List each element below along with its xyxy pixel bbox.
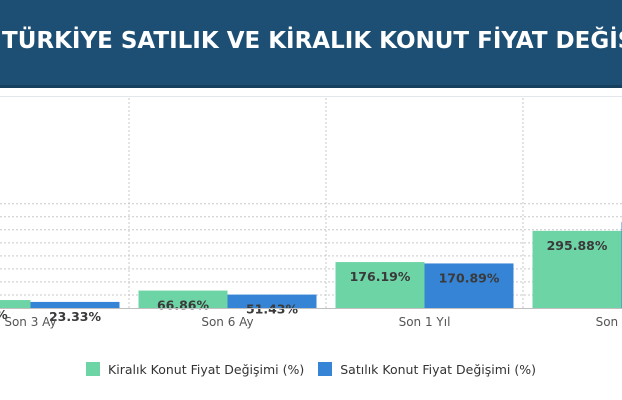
data-label: 295.88%	[547, 238, 608, 253]
data-label: 23.33%	[49, 309, 102, 324]
data-label: 170.89%	[439, 270, 500, 285]
bar-kiralik-0[interactable]	[0, 300, 31, 308]
title-band: TÜRKİYE SATILIK VE KİRALIK KONUT FİYAT D…	[0, 0, 622, 88]
bar-chart: 30.5% 66.86% 176.19% 295.88% 23.33% 51.43% 170…	[0, 98, 622, 329]
data-label: 66.86%	[157, 298, 210, 313]
data-label: 30.5%	[0, 307, 8, 322]
bar-satilik-0[interactable]	[30, 301, 120, 308]
legend-swatch-kiralik	[86, 362, 101, 376]
legend-item-satilik[interactable]: Satılık Konut Fiyat Değişimi (%)	[318, 362, 536, 377]
bar-kiralik-3[interactable]	[532, 230, 622, 308]
data-label: 176.19%	[350, 269, 411, 284]
legend-swatch-satilik	[318, 362, 333, 376]
legend-item-kiralik[interactable]: Kiralık Konut Fiyat Değişimi (%)	[86, 362, 304, 377]
x-tick-label: Son 3 Yıl	[596, 315, 622, 329]
x-tick-label: Son 6 Ay	[201, 315, 253, 329]
x-tick-label: Son 3 Ay	[4, 315, 56, 329]
data-label: 51.43%	[246, 302, 299, 317]
bar-kiralik-1[interactable]	[138, 290, 228, 308]
chart-legend: Kiralık Konut Fiyat Değişimi (%) Satılık…	[0, 354, 622, 384]
legend-label-kiralik: Kiralık Konut Fiyat Değişimi (%)	[108, 361, 305, 377]
divider	[0, 96, 622, 97]
bar-kiralik-2[interactable]	[335, 262, 425, 308]
bar-satilik-1[interactable]	[227, 294, 317, 308]
legend-label-satilik: Satılık Konut Fiyat Değişimi (%)	[340, 361, 536, 377]
page-title: TÜRKİYE SATILIK VE KİRALIK KONUT FİYAT D…	[2, 28, 622, 54]
x-tick-label: Son 1 Yıl	[399, 315, 451, 329]
bar-satilik-2[interactable]	[424, 263, 514, 308]
